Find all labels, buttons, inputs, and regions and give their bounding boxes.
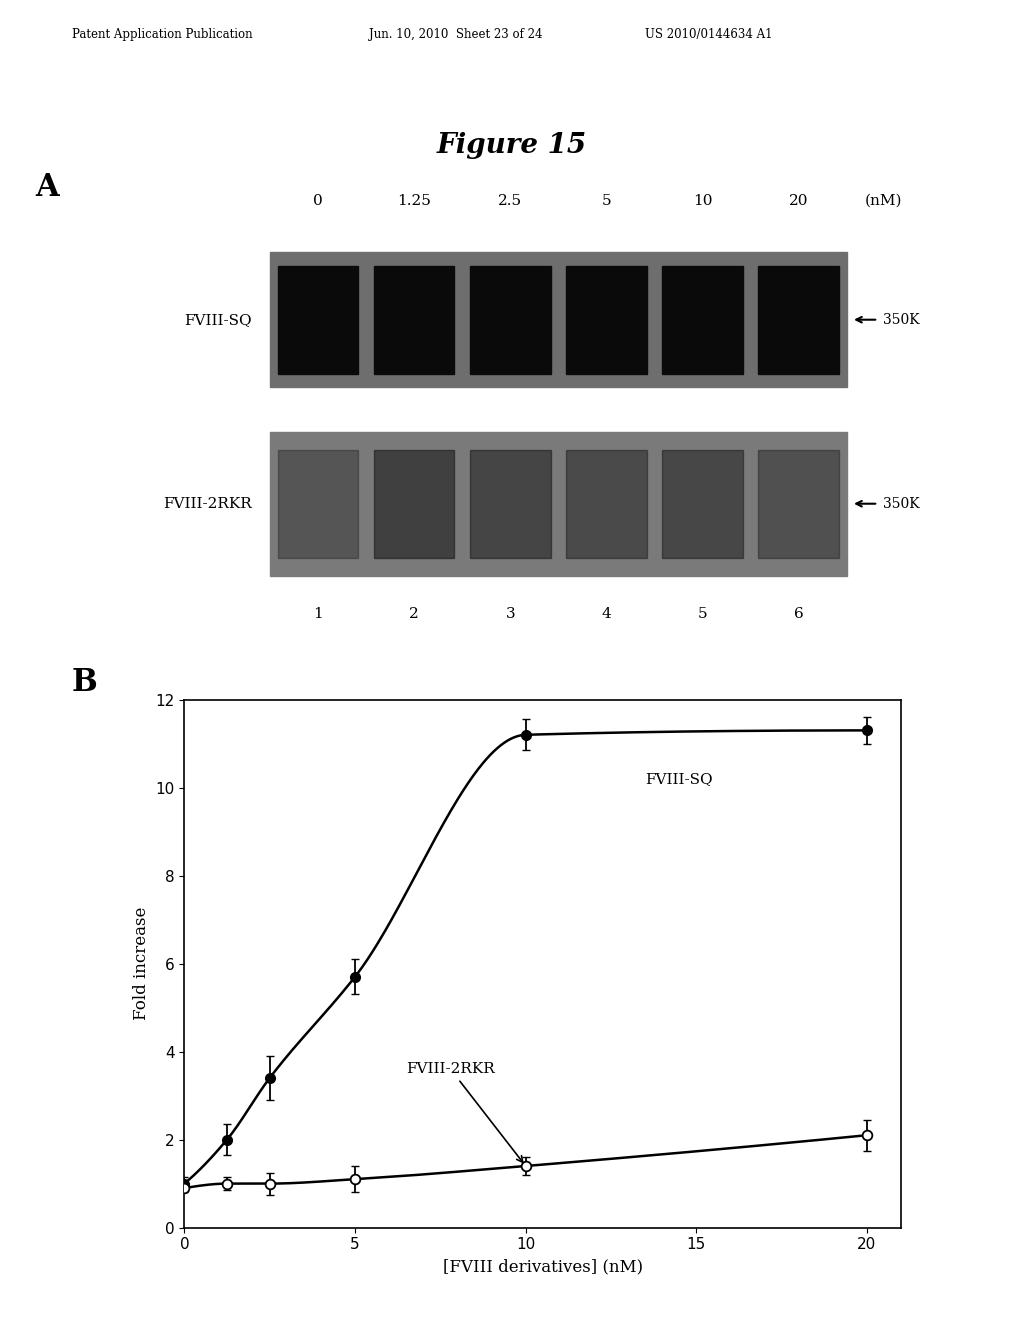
Bar	[278, 450, 358, 557]
Bar	[758, 265, 839, 374]
Text: 1: 1	[313, 607, 323, 620]
Text: 0: 0	[313, 194, 323, 207]
Text: 350K: 350K	[883, 496, 920, 511]
Bar	[270, 432, 847, 576]
Text: 10: 10	[692, 194, 713, 207]
Text: FVIII-SQ: FVIII-SQ	[645, 772, 713, 785]
Bar	[374, 450, 455, 557]
Bar	[758, 450, 839, 557]
Text: 2: 2	[410, 607, 419, 620]
Text: US 2010/0144634 A1: US 2010/0144634 A1	[645, 28, 773, 41]
Y-axis label: Fold increase: Fold increase	[133, 907, 150, 1020]
Text: 4: 4	[601, 607, 611, 620]
Text: (nM): (nM)	[864, 194, 902, 207]
Bar	[470, 450, 551, 557]
Text: 350K: 350K	[883, 313, 920, 327]
Text: Figure 15: Figure 15	[437, 132, 587, 158]
Bar	[566, 450, 647, 557]
Text: B: B	[72, 667, 97, 697]
Text: 1.25: 1.25	[397, 194, 431, 207]
Text: FVIII-2RKR: FVIII-2RKR	[163, 496, 252, 511]
Text: FVIII-2RKR: FVIII-2RKR	[407, 1063, 523, 1163]
Text: 20: 20	[788, 194, 808, 207]
Text: Patent Application Publication: Patent Application Publication	[72, 28, 252, 41]
Bar	[470, 265, 551, 374]
X-axis label: [FVIII derivatives] (nM): [FVIII derivatives] (nM)	[442, 1258, 643, 1275]
Bar	[566, 265, 647, 374]
Text: A: A	[36, 172, 59, 202]
Bar	[278, 265, 358, 374]
Text: Jun. 10, 2010  Sheet 23 of 24: Jun. 10, 2010 Sheet 23 of 24	[369, 28, 542, 41]
Bar	[663, 450, 742, 557]
Bar	[663, 265, 742, 374]
Text: 6: 6	[794, 607, 804, 620]
Text: 2.5: 2.5	[498, 194, 522, 207]
Bar	[270, 252, 847, 387]
Text: 3: 3	[506, 607, 515, 620]
Bar	[374, 265, 455, 374]
Text: 5: 5	[601, 194, 611, 207]
Text: FVIII-SQ: FVIII-SQ	[184, 313, 252, 327]
Text: 5: 5	[697, 607, 708, 620]
